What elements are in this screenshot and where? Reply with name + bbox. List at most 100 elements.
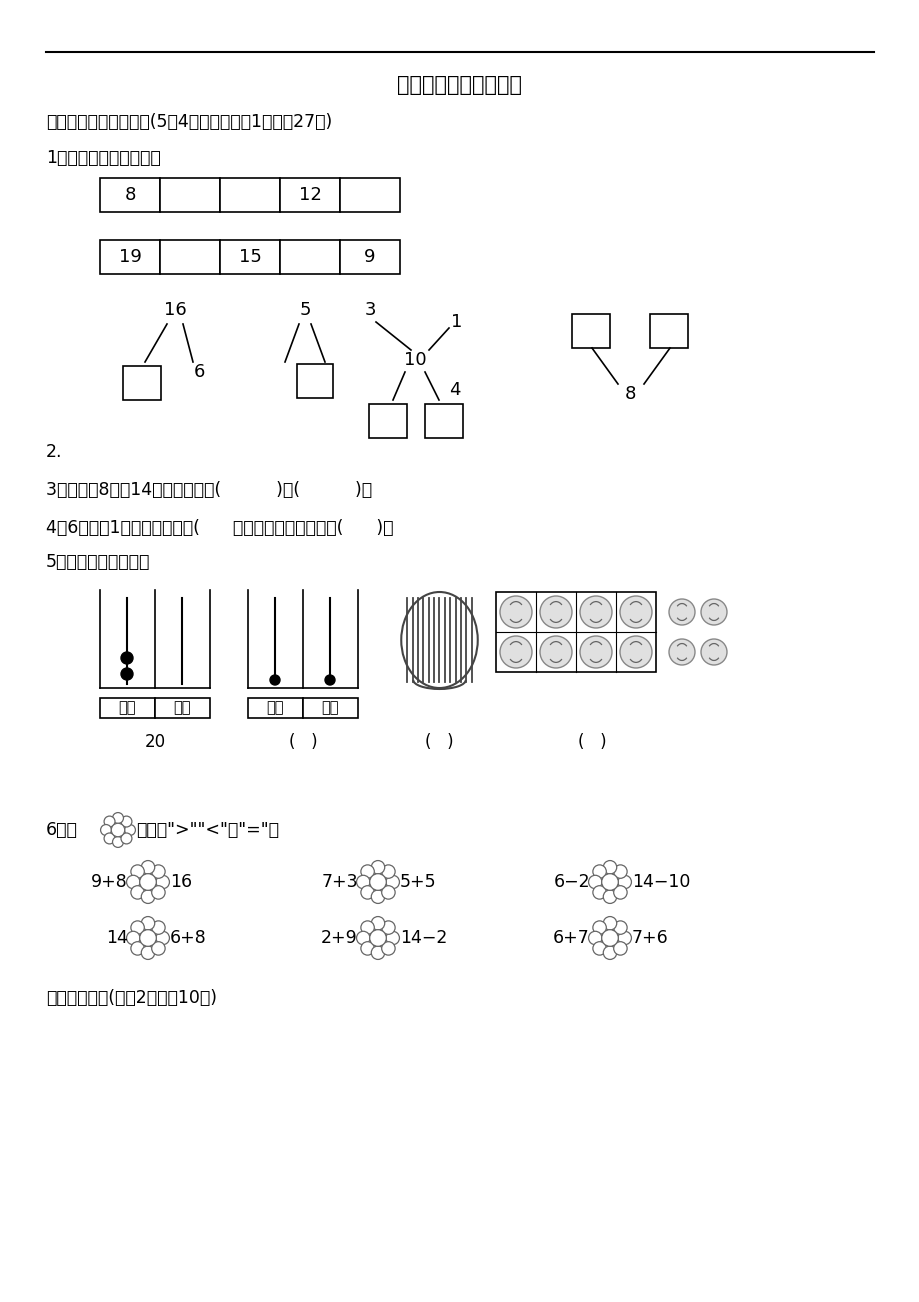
Bar bbox=[340, 178, 400, 212]
Bar bbox=[495, 592, 655, 672]
Circle shape bbox=[499, 635, 531, 668]
Bar bbox=[154, 698, 210, 717]
Circle shape bbox=[369, 874, 386, 891]
Circle shape bbox=[603, 891, 616, 904]
Circle shape bbox=[381, 921, 394, 935]
Circle shape bbox=[619, 635, 652, 668]
Circle shape bbox=[700, 599, 726, 625]
Circle shape bbox=[386, 875, 399, 889]
Circle shape bbox=[579, 596, 611, 628]
Circle shape bbox=[381, 865, 394, 879]
Circle shape bbox=[618, 931, 630, 945]
Text: 15: 15 bbox=[238, 247, 261, 266]
Text: 1: 1 bbox=[451, 312, 462, 331]
Text: (   ): ( ) bbox=[577, 733, 606, 751]
Circle shape bbox=[124, 824, 135, 836]
Circle shape bbox=[381, 885, 394, 900]
Bar bbox=[279, 178, 340, 212]
Bar bbox=[297, 365, 333, 398]
Bar bbox=[302, 698, 357, 717]
Circle shape bbox=[152, 921, 165, 935]
Text: 8: 8 bbox=[124, 186, 135, 204]
Circle shape bbox=[130, 921, 144, 935]
Circle shape bbox=[539, 596, 572, 628]
Circle shape bbox=[112, 836, 123, 848]
Text: (   ): ( ) bbox=[425, 733, 453, 751]
Circle shape bbox=[121, 668, 133, 680]
Circle shape bbox=[539, 635, 572, 668]
Circle shape bbox=[668, 599, 694, 625]
Circle shape bbox=[104, 833, 115, 844]
Circle shape bbox=[592, 921, 606, 935]
Circle shape bbox=[142, 947, 154, 960]
Text: 14−10: 14−10 bbox=[631, 874, 689, 891]
Circle shape bbox=[603, 861, 616, 874]
Circle shape bbox=[152, 865, 165, 879]
Circle shape bbox=[371, 917, 384, 930]
Circle shape bbox=[371, 947, 384, 960]
Circle shape bbox=[588, 875, 601, 889]
Text: 16: 16 bbox=[170, 874, 192, 891]
Text: 里填上">""<"或"="。: 里填上">""<"或"="。 bbox=[136, 822, 278, 838]
Text: 个位: 个位 bbox=[173, 700, 190, 716]
Bar bbox=[279, 240, 340, 273]
Circle shape bbox=[613, 885, 627, 900]
Bar bbox=[100, 698, 154, 717]
Circle shape bbox=[360, 885, 374, 900]
Circle shape bbox=[140, 930, 156, 947]
Circle shape bbox=[156, 931, 169, 945]
Circle shape bbox=[668, 639, 694, 665]
Bar bbox=[650, 314, 687, 348]
Circle shape bbox=[618, 875, 630, 889]
Text: 6−2: 6−2 bbox=[552, 874, 589, 891]
Circle shape bbox=[357, 875, 369, 889]
Text: 6+8: 6+8 bbox=[170, 930, 207, 947]
Bar bbox=[100, 240, 160, 273]
Circle shape bbox=[142, 891, 154, 904]
Bar bbox=[160, 178, 220, 212]
Circle shape bbox=[613, 941, 627, 956]
Text: 20: 20 bbox=[144, 733, 165, 751]
Circle shape bbox=[112, 812, 123, 823]
Bar bbox=[248, 698, 302, 717]
Circle shape bbox=[603, 917, 616, 930]
Text: 3．写出比8大比14小的两个数：(          )，(          )。: 3．写出比8大比14小的两个数：( )，( )。 bbox=[46, 480, 371, 499]
Circle shape bbox=[369, 930, 386, 947]
Text: 一、填一填，画一画。(5题4分，其余每空1分，共27分): 一、填一填，画一画。(5题4分，其余每空1分，共27分) bbox=[46, 113, 332, 132]
Text: 7+3: 7+3 bbox=[321, 874, 357, 891]
Circle shape bbox=[269, 674, 279, 685]
Text: 6．在: 6．在 bbox=[46, 822, 78, 838]
Circle shape bbox=[324, 674, 335, 685]
Circle shape bbox=[499, 596, 531, 628]
Text: 16: 16 bbox=[164, 301, 187, 319]
Bar bbox=[369, 404, 406, 437]
Circle shape bbox=[601, 930, 618, 947]
Circle shape bbox=[140, 874, 156, 891]
Bar bbox=[100, 178, 160, 212]
Bar bbox=[340, 240, 400, 273]
Text: 2+9: 2+9 bbox=[321, 930, 357, 947]
Text: 个位: 个位 bbox=[321, 700, 338, 716]
Circle shape bbox=[130, 865, 144, 879]
Text: 3: 3 bbox=[364, 301, 375, 319]
Text: 4: 4 bbox=[448, 381, 460, 398]
Text: 12: 12 bbox=[299, 186, 321, 204]
Circle shape bbox=[360, 865, 374, 879]
Circle shape bbox=[127, 931, 140, 945]
Circle shape bbox=[142, 861, 154, 874]
Circle shape bbox=[104, 816, 115, 827]
Circle shape bbox=[152, 885, 165, 900]
Circle shape bbox=[121, 816, 131, 827]
Text: 9+8: 9+8 bbox=[91, 874, 128, 891]
Circle shape bbox=[619, 596, 652, 628]
Text: 4．6个一和1个十组成的数是(      ），它后面的一个数是(      )。: 4．6个一和1个十组成的数是( ），它后面的一个数是( )。 bbox=[46, 519, 393, 536]
Text: 十位: 十位 bbox=[119, 700, 136, 716]
Circle shape bbox=[381, 941, 394, 956]
Text: (   ): ( ) bbox=[289, 733, 317, 751]
Text: 14−2: 14−2 bbox=[400, 930, 447, 947]
Circle shape bbox=[360, 941, 374, 956]
Bar bbox=[425, 404, 462, 437]
Circle shape bbox=[588, 931, 601, 945]
Circle shape bbox=[700, 639, 726, 665]
Circle shape bbox=[592, 865, 606, 879]
